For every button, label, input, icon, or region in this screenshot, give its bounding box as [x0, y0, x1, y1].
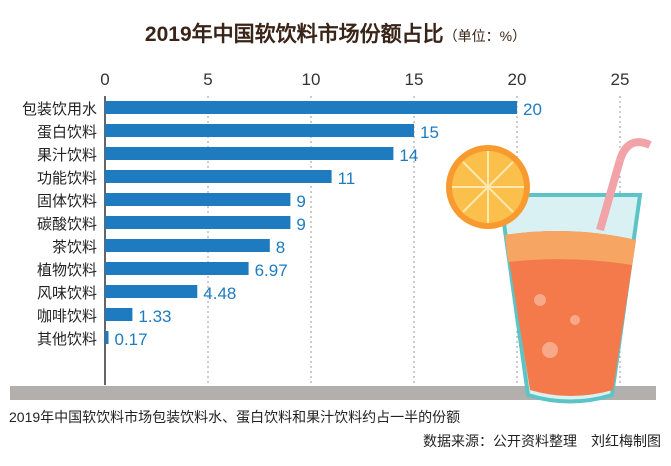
value-label: 0.17: [115, 330, 148, 349]
value-label: 8: [276, 238, 285, 257]
category-label: 风味饮料: [37, 285, 97, 302]
value-label: 6.97: [255, 261, 288, 280]
bar: [105, 308, 133, 321]
bar: [105, 124, 414, 137]
category-label: 茶饮料: [52, 239, 97, 256]
value-label: 15: [420, 123, 439, 142]
value-label: 11: [338, 169, 356, 188]
category-label: 植物饮料: [37, 262, 97, 279]
x-tick-label: 10: [302, 70, 321, 89]
bar: [105, 147, 394, 160]
bar: [105, 239, 270, 252]
value-label: 14: [399, 146, 418, 165]
x-tick-label: 20: [508, 70, 527, 89]
x-tick-label: 0: [100, 70, 109, 89]
bar: [105, 216, 291, 229]
ground-band: [10, 386, 656, 400]
category-label: 包装饮用水: [22, 101, 97, 118]
x-tick-label: 15: [405, 70, 424, 89]
value-label: 4.48: [203, 284, 236, 303]
bar: [105, 285, 198, 298]
unit-note: （单位：%）: [443, 28, 527, 44]
bar: [105, 262, 249, 275]
chart-title: 2019年中国软饮料市场份额占比（单位：%）: [0, 18, 671, 48]
juice-glass-illustration: [446, 138, 652, 404]
category-label: 其他饮料: [37, 331, 97, 348]
value-label: 9: [296, 192, 305, 211]
category-label: 固体饮料: [37, 193, 97, 210]
bar: [105, 170, 332, 183]
x-tick-label: 25: [611, 70, 630, 89]
data-source: 数据来源：公开资料整理 刘红梅制图: [423, 433, 661, 449]
value-label: 1.33: [138, 307, 171, 326]
bar: [105, 331, 109, 344]
value-label: 9: [296, 215, 305, 234]
category-label: 功能饮料: [37, 170, 97, 187]
bar: [105, 193, 291, 206]
bar: [105, 101, 517, 114]
x-tick-label: 5: [203, 70, 212, 89]
chart-caption: 2019年中国软饮料市场包装饮料水、蛋白饮料和果汁饮料约占一半的份额: [9, 409, 461, 425]
value-label: 20: [523, 100, 542, 119]
title-text: 2019年中国软饮料市场份额占比: [144, 23, 444, 46]
category-label: 碳酸饮料: [37, 216, 97, 233]
category-label: 蛋白饮料: [37, 124, 97, 141]
category-label: 咖啡饮料: [37, 308, 97, 325]
category-label: 果汁饮料: [37, 147, 97, 164]
